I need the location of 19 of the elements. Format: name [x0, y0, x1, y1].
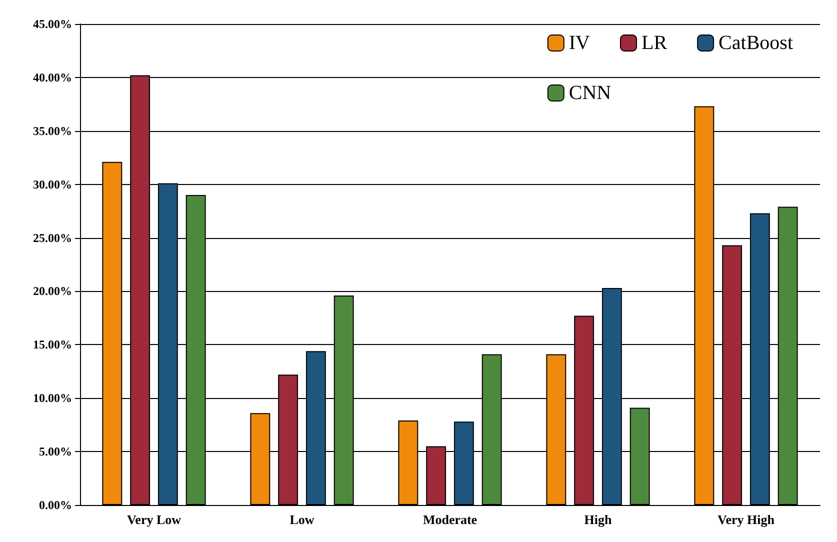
y-tick-label: 30.00% — [33, 177, 72, 192]
x-tick-label: Low — [290, 512, 315, 527]
legend-label: CNN — [568, 82, 612, 104]
y-tick-label: 5.00% — [39, 444, 72, 459]
y-tick-label: 0.00% — [39, 498, 72, 512]
x-tick-label: Very High — [718, 512, 776, 527]
x-tick-label: Very Low — [126, 512, 182, 527]
x-tick-label: High — [584, 512, 612, 527]
y-tick-label: 15.00% — [33, 338, 72, 352]
y-tick-label: 25.00% — [33, 230, 72, 245]
y-tick-label: 40.00% — [33, 70, 72, 84]
y-tick-label: 20.00% — [33, 284, 72, 298]
y-tick-label: 45.00% — [33, 17, 72, 31]
legend-label: CatBoost — [718, 32, 794, 54]
y-tick-label: 10.00% — [33, 391, 72, 406]
legend-label: LR — [641, 32, 668, 54]
legend-label: IV — [568, 32, 591, 54]
x-tick-label: Moderate — [422, 512, 478, 527]
y-tick-label: 35.00% — [33, 124, 72, 138]
